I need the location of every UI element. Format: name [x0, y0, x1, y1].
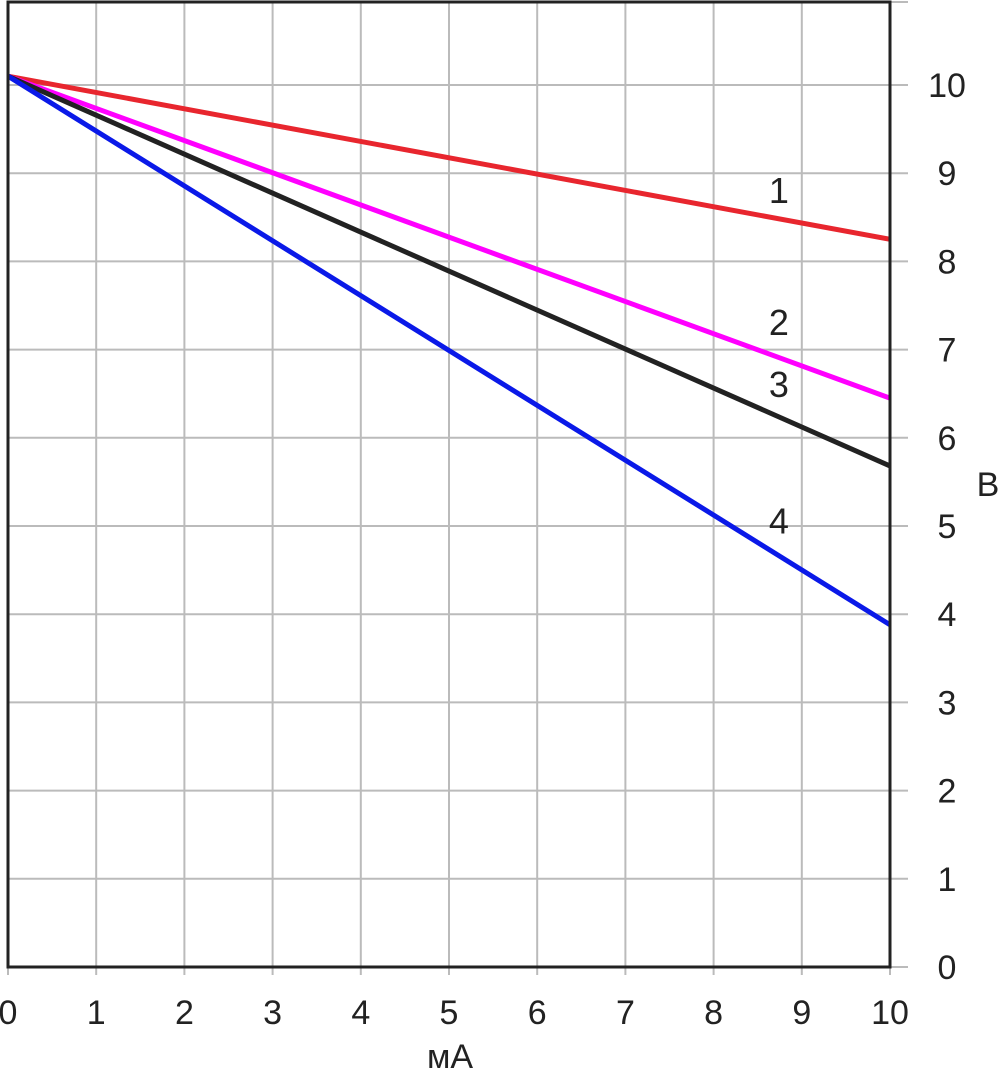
series-line-2 [7, 73, 891, 401]
y-tick-label: 3 [938, 684, 957, 722]
y-tick-label: 7 [938, 332, 957, 370]
y-tick-label: 9 [938, 155, 957, 193]
x-tick-label: 1 [87, 994, 106, 1032]
series-line-4 [6, 74, 892, 627]
y-tick-label: 2 [938, 773, 957, 811]
series-line-3 [6, 73, 892, 469]
x-tick-label: 10 [871, 994, 909, 1032]
series-label-2: 2 [769, 302, 789, 343]
y-tick-label: 5 [938, 508, 957, 546]
series-labels: 1 2 3 4 [769, 170, 789, 542]
y-tick-labels: 0 1 2 3 4 5 6 7 8 9 10 [928, 67, 966, 987]
x-axis-title: мА [427, 1038, 473, 1073]
y-tick-label: 10 [928, 67, 966, 105]
plot-frame [6, 0, 892, 969]
x-tick-label: 6 [528, 994, 547, 1032]
x-tick-label: 2 [175, 994, 194, 1032]
x-tick-label: 0 [0, 994, 17, 1032]
y-tick-label: 4 [938, 596, 957, 634]
series-line-1 [7, 73, 891, 242]
y-axis-title: В [977, 466, 1000, 504]
grid [7, 1, 908, 975]
x-tick-label: 9 [792, 994, 811, 1032]
x-tick-label: 5 [440, 994, 459, 1032]
series-label-1: 1 [769, 170, 789, 211]
series-label-4: 4 [769, 501, 789, 542]
series-label-3: 3 [769, 364, 789, 405]
x-tick-label: 4 [351, 994, 370, 1032]
y-tick-label: 1 [938, 861, 957, 899]
x-tick-labels: 0 1 2 3 4 5 6 7 8 9 10 [0, 994, 909, 1032]
y-tick-label: 6 [938, 420, 957, 458]
y-tick-label: 0 [938, 949, 957, 987]
y-tick-label: 8 [938, 243, 957, 281]
x-tick-label: 8 [704, 994, 723, 1032]
series-lines [6, 73, 892, 627]
x-tick-label: 3 [263, 994, 282, 1032]
x-tick-label: 7 [616, 994, 635, 1032]
